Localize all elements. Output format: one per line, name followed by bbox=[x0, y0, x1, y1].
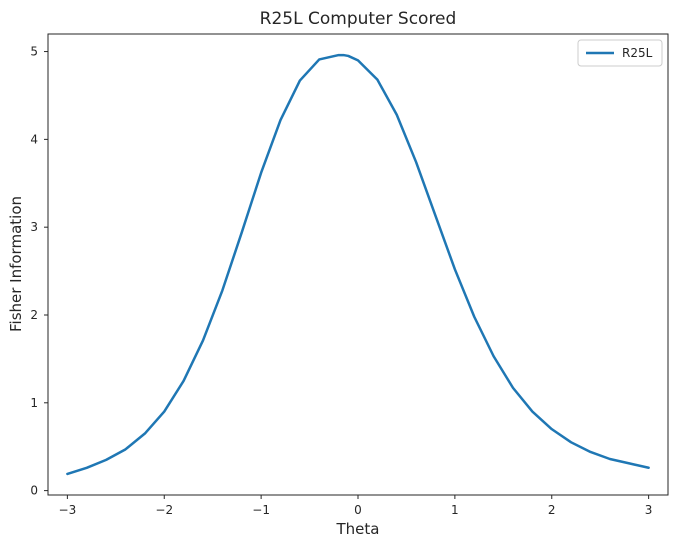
x-axis-ticks: −3 −2 −1 0 1 2 3 bbox=[59, 495, 653, 517]
x-axis-title: Theta bbox=[336, 520, 380, 538]
y-tick-label: 0 bbox=[30, 484, 38, 498]
x-tick-label: −1 bbox=[252, 503, 270, 517]
plot-area bbox=[47, 33, 669, 496]
x-tick-label: 0 bbox=[354, 503, 362, 517]
legend-box bbox=[577, 39, 663, 67]
x-tick-label: 3 bbox=[645, 503, 653, 517]
chart-title: R25L Computer Scored bbox=[260, 9, 457, 29]
y-axis-ticks: 0 1 2 3 4 5 bbox=[30, 45, 48, 498]
y-axis-title: Fisher Information bbox=[7, 196, 25, 332]
x-tick-label: −3 bbox=[59, 503, 77, 517]
series-line-r25l bbox=[66, 53, 650, 476]
legend-label: R25L bbox=[622, 46, 653, 60]
y-tick-label: 1 bbox=[30, 396, 38, 410]
x-tick-label: −2 bbox=[155, 503, 173, 517]
y-tick-label: 3 bbox=[30, 220, 38, 234]
y-tick-label: 5 bbox=[30, 45, 38, 59]
x-tick-label: 1 bbox=[451, 503, 459, 517]
x-tick-label: 2 bbox=[548, 503, 556, 517]
legend: R25L bbox=[577, 39, 663, 67]
y-tick-label: 2 bbox=[30, 308, 38, 322]
series-layer bbox=[66, 53, 650, 476]
y-tick-label: 4 bbox=[30, 132, 38, 146]
